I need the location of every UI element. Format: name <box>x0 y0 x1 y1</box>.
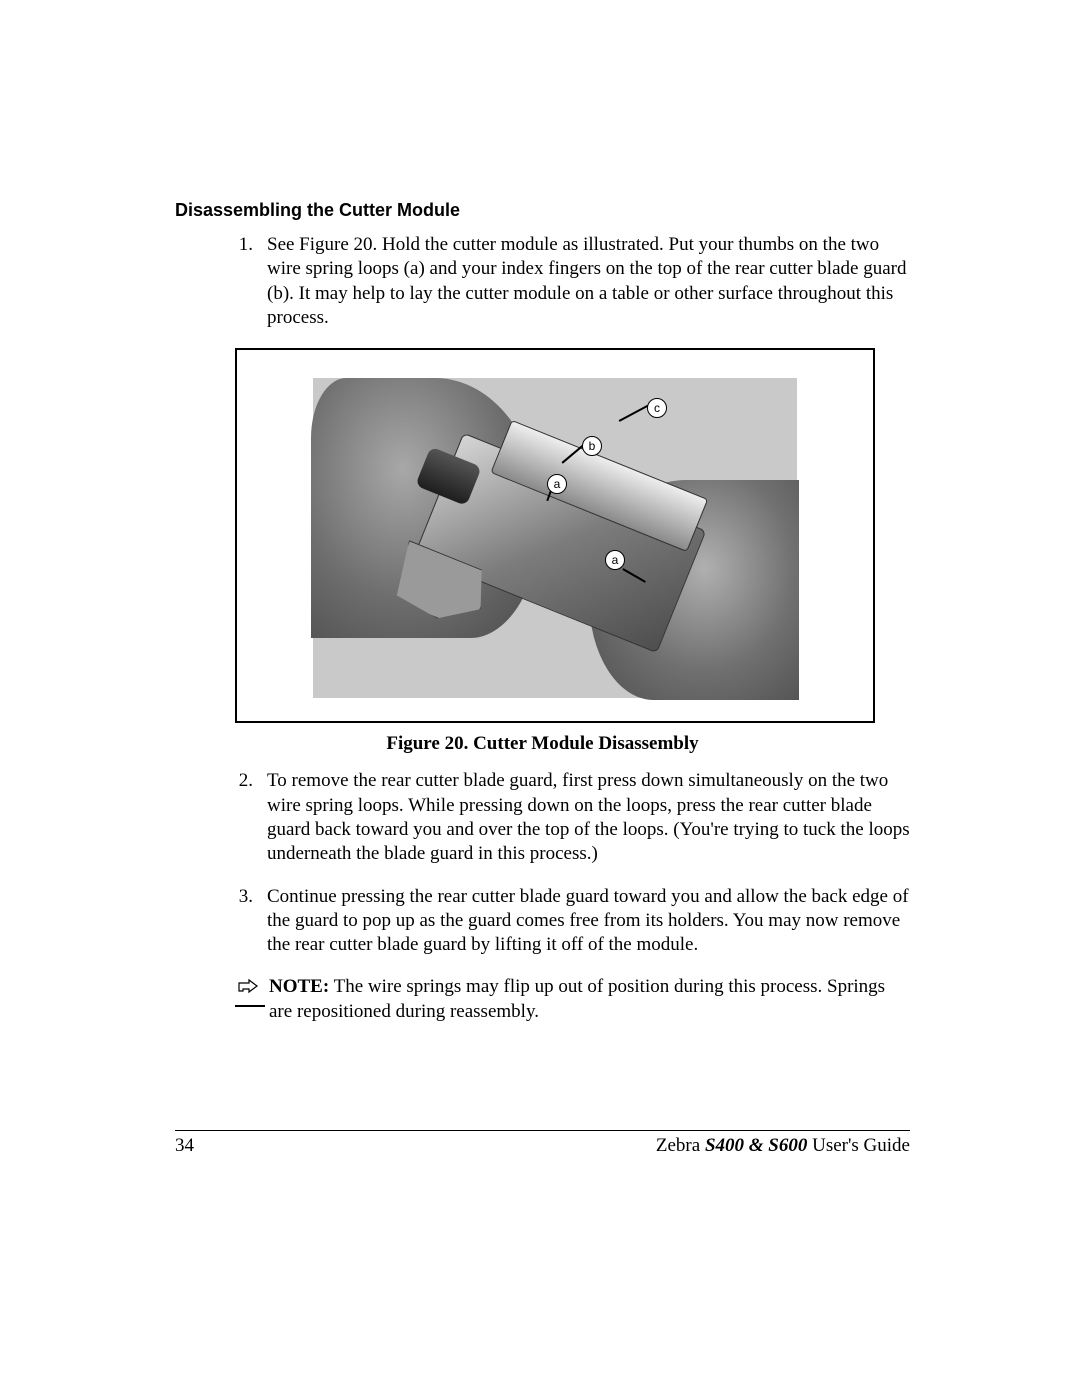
footer-brand-prefix: Zebra <box>656 1135 705 1156</box>
step-1: 1. See Figure 20. Hold the cutter module… <box>175 233 910 330</box>
page-footer: 34 Zebra S400 & S600 User's Guide <box>175 1130 910 1157</box>
step-2: 2. To remove the rear cutter blade guard… <box>175 769 910 866</box>
footer-title: Zebra S400 & S600 User's Guide <box>656 1135 910 1157</box>
page-content: Disassembling the Cutter Module 1. See F… <box>175 200 910 1024</box>
step-3: 3. Continue pressing the rear cutter bla… <box>175 885 910 958</box>
section-heading: Disassembling the Cutter Module <box>175 200 910 221</box>
note: NOTE: The wire springs may flip up out o… <box>235 975 910 1024</box>
figure-20: c b a a <box>235 348 875 723</box>
step-number: 3. <box>175 885 267 958</box>
footer-brand-suffix: User's Guide <box>807 1135 910 1156</box>
step-text: To remove the rear cutter blade guard, f… <box>267 769 910 866</box>
note-label: NOTE: <box>269 976 329 997</box>
page-number: 34 <box>175 1135 194 1157</box>
note-icon <box>235 975 269 1024</box>
step-number: 1. <box>175 233 267 330</box>
note-text: NOTE: The wire springs may flip up out o… <box>269 975 910 1024</box>
note-body-text: The wire springs may flip up out of posi… <box>269 976 885 1021</box>
step-text: Continue pressing the rear cutter blade … <box>267 885 910 958</box>
footer-models: S400 & S600 <box>705 1135 807 1156</box>
step-text: See Figure 20. Hold the cutter module as… <box>267 233 910 330</box>
step-number: 2. <box>175 769 267 866</box>
figure-caption: Figure 20. Cutter Module Disassembly <box>175 733 910 755</box>
